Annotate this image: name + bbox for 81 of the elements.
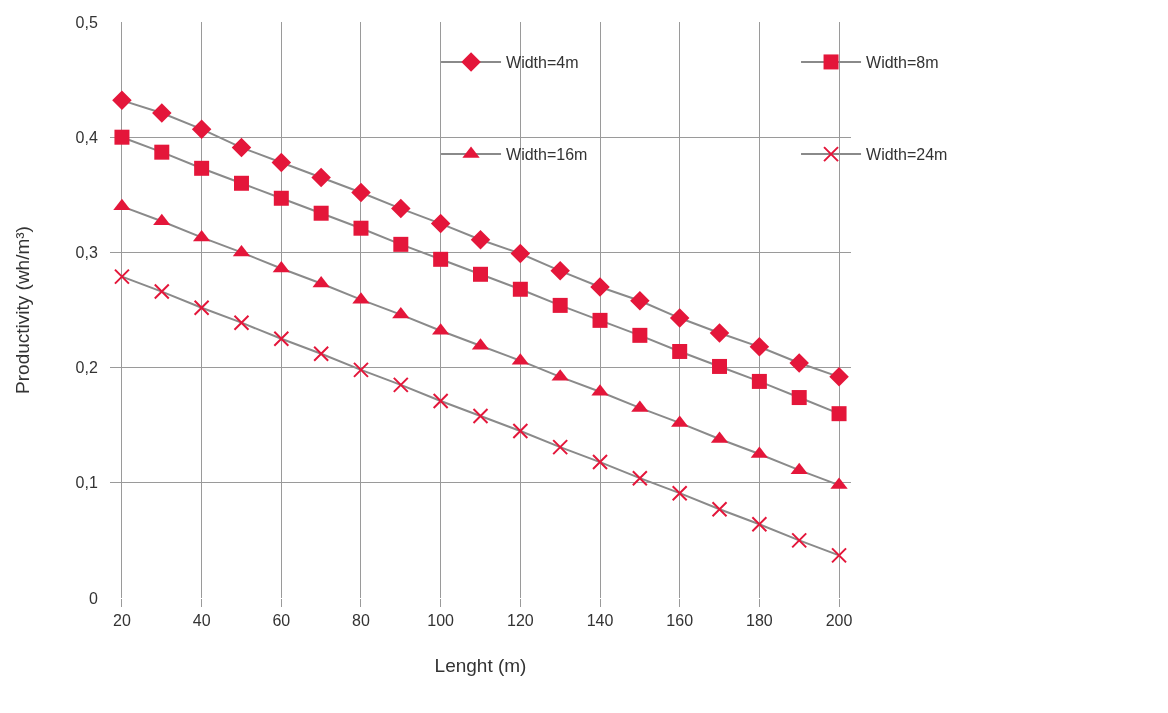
point [153, 213, 171, 226]
y-tick-label: 0,2 [75, 359, 98, 377]
point [271, 152, 292, 173]
point [512, 281, 528, 297]
point [512, 422, 529, 439]
point [193, 299, 210, 316]
point [831, 547, 848, 564]
y-axis-title: Productivity (wh/m³) [12, 226, 34, 394]
x-tick-label: 200 [825, 612, 853, 630]
point [152, 103, 172, 123]
point [789, 353, 809, 373]
x-tick-label: 60 [272, 612, 291, 630]
point [114, 129, 130, 145]
point [273, 330, 290, 347]
x-tick-label: 100 [427, 612, 455, 630]
y-tick-label: 0 [88, 589, 98, 607]
point [831, 406, 847, 422]
point [592, 454, 609, 471]
point [391, 198, 411, 219]
point [233, 314, 250, 331]
point [592, 312, 608, 328]
y-tick-label: 0,3 [75, 244, 98, 261]
point [631, 470, 648, 487]
point [470, 229, 491, 250]
point [632, 327, 648, 343]
point [191, 119, 212, 139]
legend-label: Width=24m [866, 146, 948, 164]
point [552, 297, 568, 313]
x-tick-label: 140 [586, 612, 614, 630]
point [311, 167, 331, 188]
legend-label: Width=16m [506, 146, 588, 164]
point [711, 501, 728, 518]
point [194, 160, 210, 176]
point [590, 277, 610, 297]
x-axis-title: Lenght (m) [434, 655, 527, 676]
point [472, 407, 489, 424]
point [393, 236, 409, 252]
point [352, 361, 369, 378]
x-tick-label: 40 [192, 612, 211, 630]
point [113, 268, 130, 285]
x-tick-label: 80 [352, 612, 370, 630]
x-tick-label: 20 [113, 612, 131, 630]
point [231, 137, 252, 158]
y-tick-label: 0,1 [75, 474, 98, 492]
point [751, 516, 768, 533]
point [669, 308, 690, 328]
y-tick-label: 0,4 [75, 128, 98, 146]
legend-label: Width=4m [506, 54, 579, 72]
point [112, 90, 132, 111]
point [473, 266, 488, 282]
point [313, 345, 330, 362]
point [392, 376, 409, 393]
x-tick-label: 180 [746, 612, 773, 630]
point [432, 393, 449, 410]
point [433, 251, 449, 267]
point [430, 213, 451, 234]
point [510, 243, 531, 264]
x-tick-label: 120 [506, 612, 534, 630]
x-tick-label: 160 [666, 612, 694, 630]
point [791, 532, 808, 549]
point [113, 198, 131, 211]
legend-label: Width=8m [866, 54, 939, 72]
point [829, 367, 849, 387]
point [552, 439, 569, 456]
point [154, 144, 170, 160]
y-tick-label: 0,5 [75, 13, 98, 31]
point [233, 175, 249, 191]
point [749, 337, 770, 357]
point [712, 358, 728, 374]
point [671, 485, 688, 502]
point [751, 373, 767, 389]
point [791, 390, 807, 406]
point [630, 291, 650, 311]
point [313, 205, 329, 221]
point [353, 220, 369, 236]
point [709, 323, 730, 343]
point [550, 261, 570, 281]
point [672, 343, 688, 359]
point [153, 283, 170, 300]
point [351, 182, 371, 203]
point [273, 190, 289, 206]
